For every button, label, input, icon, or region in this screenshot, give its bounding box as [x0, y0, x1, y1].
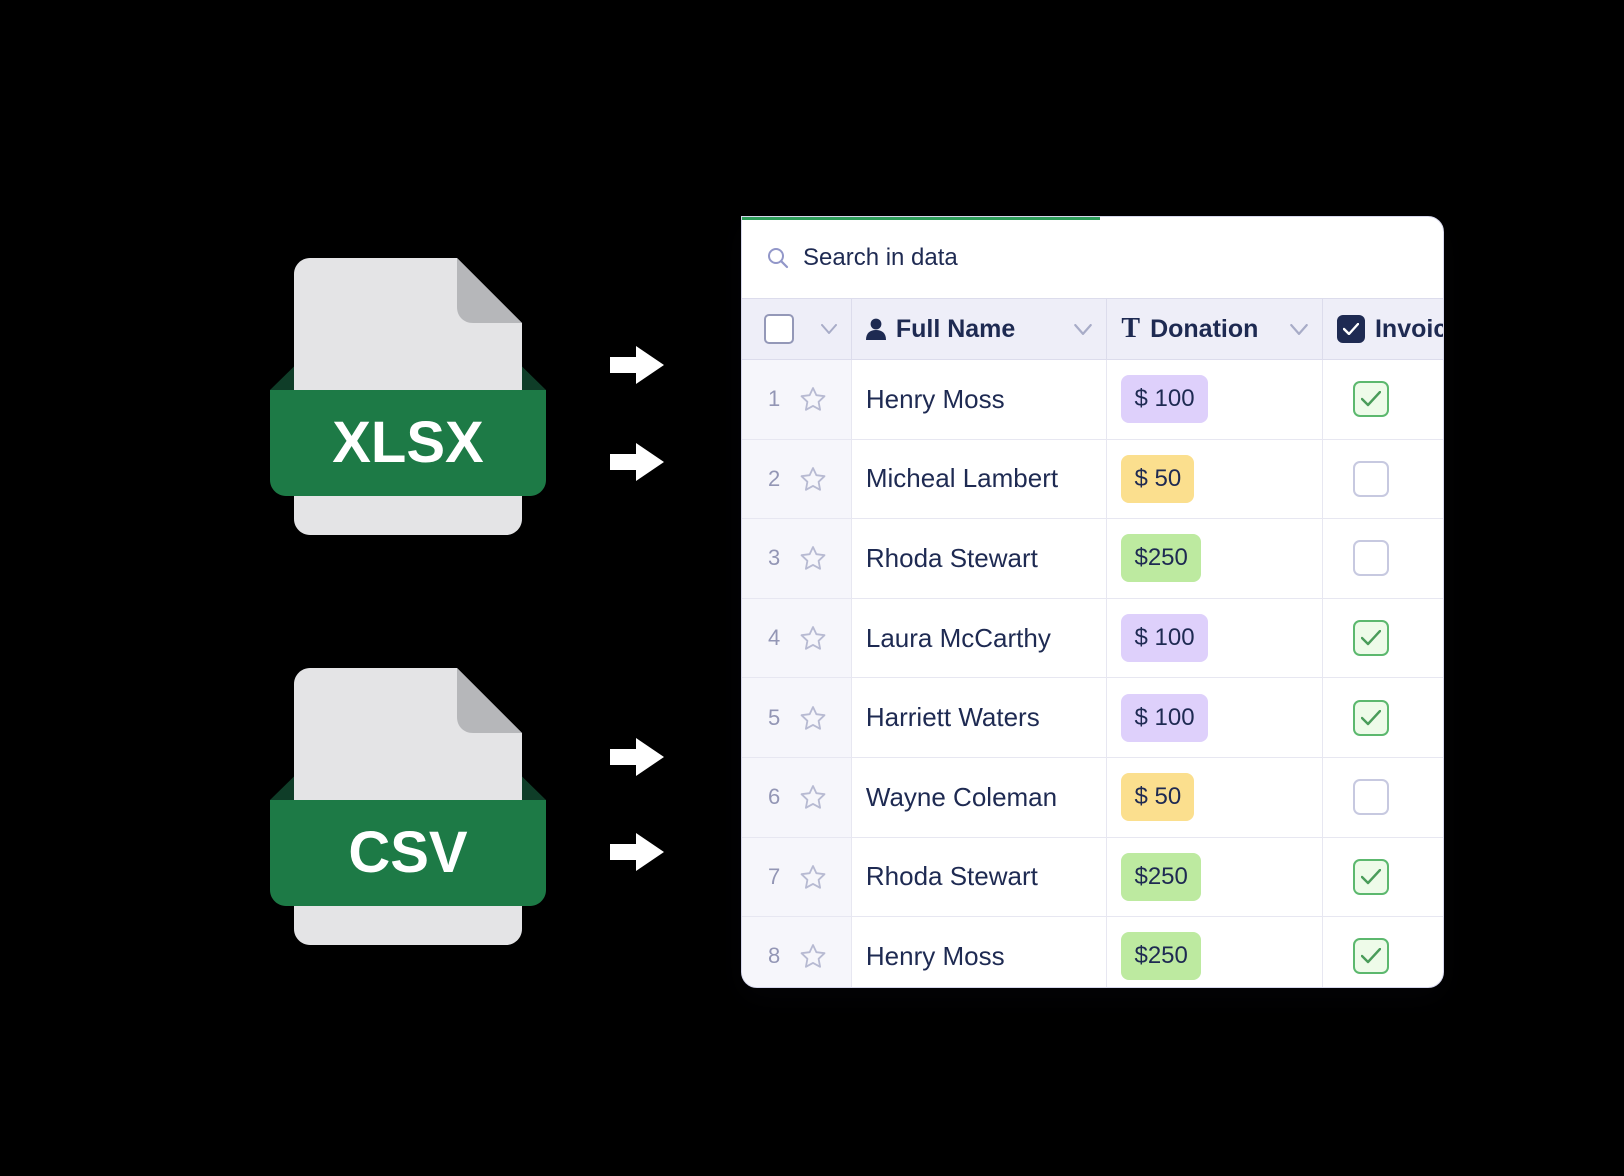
svg-text:CSV: CSV: [348, 820, 468, 885]
svg-text:XLSX: XLSX: [332, 410, 484, 475]
